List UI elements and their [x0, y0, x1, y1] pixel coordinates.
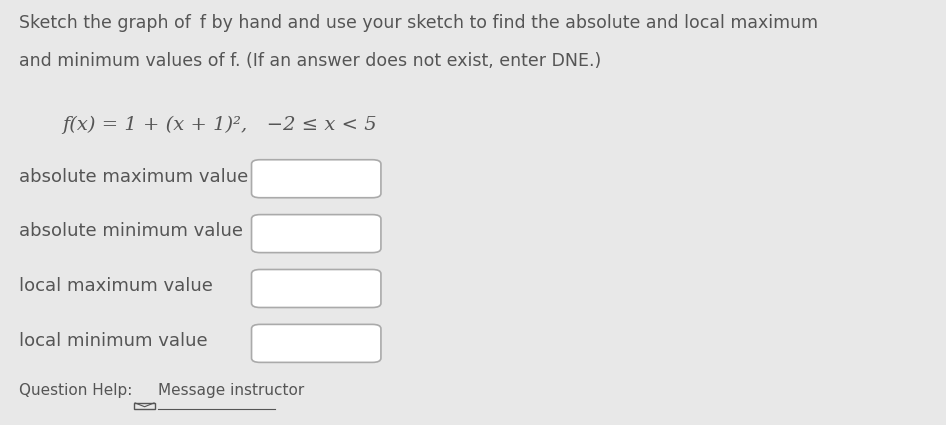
Text: and minimum values of f. (If an answer does not exist, enter DNE.): and minimum values of f. (If an answer d…	[19, 52, 601, 70]
Text: Message instructor: Message instructor	[158, 383, 305, 398]
Text: absolute minimum value: absolute minimum value	[19, 223, 242, 241]
Text: Sketch the graph of  f by hand and use your sketch to find the absolute and loca: Sketch the graph of f by hand and use yo…	[19, 14, 817, 32]
FancyBboxPatch shape	[252, 269, 381, 308]
Text: local maximum value: local maximum value	[19, 278, 213, 295]
Text: local minimum value: local minimum value	[19, 332, 207, 350]
Text: f(x) = 1 + (x + 1)², −2 ≤ x < 5: f(x) = 1 + (x + 1)², −2 ≤ x < 5	[61, 116, 377, 133]
Text: Question Help:: Question Help:	[19, 383, 132, 398]
FancyBboxPatch shape	[252, 215, 381, 252]
FancyBboxPatch shape	[252, 160, 381, 198]
FancyBboxPatch shape	[252, 324, 381, 363]
Text: absolute maximum value: absolute maximum value	[19, 167, 248, 186]
FancyBboxPatch shape	[134, 402, 155, 409]
